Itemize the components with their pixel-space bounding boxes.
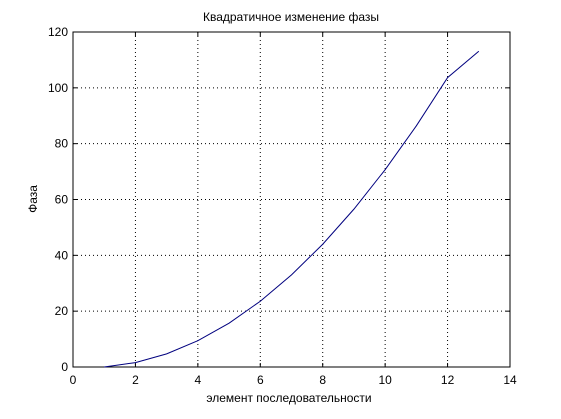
- grid: [73, 32, 510, 367]
- y-tick-label: 120: [48, 25, 68, 39]
- x-tick-label: 6: [257, 373, 264, 387]
- x-tick-label: 0: [70, 373, 77, 387]
- chart-title: Квадратичное изменение фазы: [203, 10, 379, 24]
- x-tick-label: 12: [441, 373, 455, 387]
- x-axis-label: элемент последовательности: [206, 391, 371, 405]
- series-layer: [104, 50, 480, 368]
- x-tick-label: 14: [503, 373, 517, 387]
- y-axis-label: Фаза: [26, 185, 40, 213]
- y-tick-label: 40: [55, 248, 69, 262]
- x-tick-label: 2: [132, 373, 139, 387]
- y-tick-label: 0: [61, 360, 68, 374]
- x-tick-label: 8: [319, 373, 326, 387]
- y-tick-label: 80: [55, 137, 69, 151]
- y-tick-label: 100: [48, 81, 68, 95]
- series-line: [104, 50, 480, 368]
- x-tick-label: 10: [378, 373, 392, 387]
- y-tick-label: 60: [55, 193, 69, 207]
- x-tick-label: 4: [195, 373, 202, 387]
- y-tick-label: 20: [55, 304, 69, 318]
- axis-ticks: 0 2 4 6 8 10 12 14 0 20 40 60 80 100 120: [48, 25, 517, 387]
